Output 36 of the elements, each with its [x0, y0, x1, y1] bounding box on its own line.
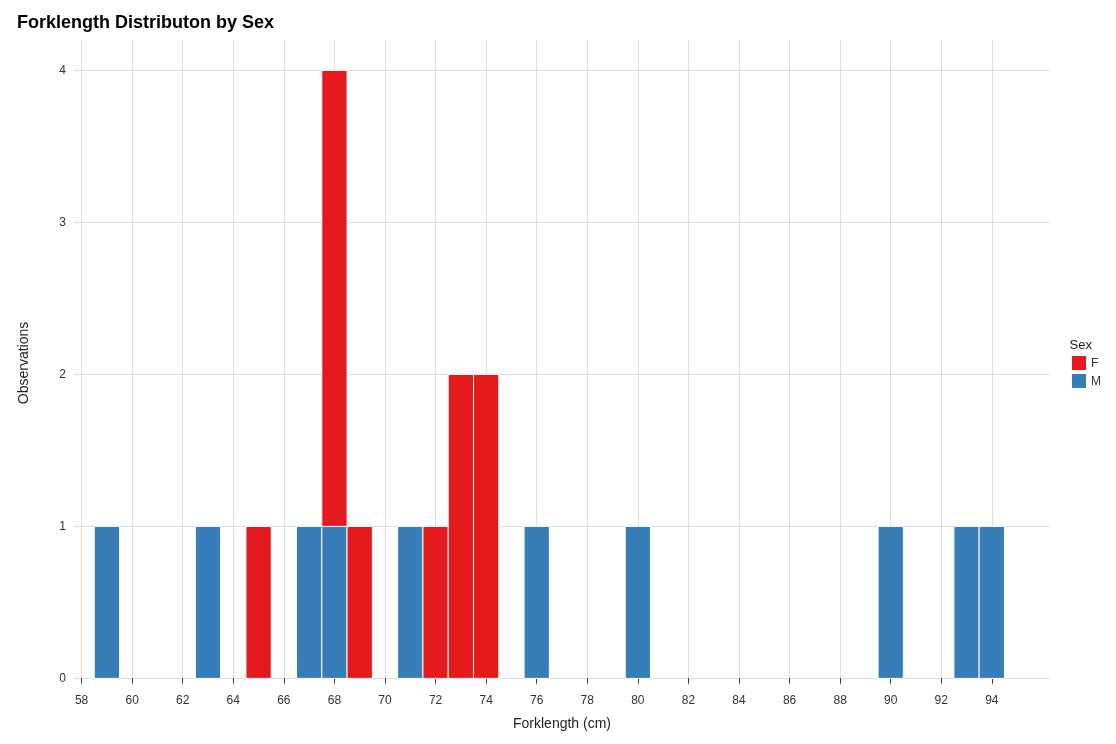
x-tick-label: 80 — [631, 693, 645, 707]
bar — [877, 525, 904, 679]
bar — [93, 525, 121, 679]
x-tick-label: 68 — [327, 693, 342, 707]
x-tick-label: 58 — [74, 693, 89, 707]
bar — [523, 525, 550, 679]
legend-title: Sex — [1069, 337, 1093, 352]
x-tick-label: 72 — [428, 693, 443, 707]
x-tick-label: 78 — [580, 693, 595, 707]
x-tick-label: 64 — [226, 693, 241, 707]
x-tick-label: 62 — [176, 693, 190, 707]
x-tick-label: 86 — [782, 693, 797, 707]
chart-title: Forklength Distributon by Sex — [17, 12, 275, 32]
x-tick-label: 82 — [681, 693, 696, 707]
x-tick-label: 84 — [732, 693, 746, 707]
x-tick-label: 88 — [833, 693, 848, 707]
x-tick-label: 90 — [884, 693, 898, 707]
legend-label: F — [1091, 356, 1099, 370]
x-tick-label: 70 — [378, 693, 392, 707]
x-tick-label: 92 — [934, 693, 949, 707]
y-axis-title: Observations — [15, 321, 31, 405]
y-tick-label: 0 — [59, 671, 67, 686]
x-axis-title: Forklength (cm) — [512, 715, 612, 731]
bar — [624, 525, 651, 679]
x-tick-label: 74 — [479, 693, 494, 707]
y-tick-label: 1 — [59, 519, 67, 534]
x-tick-label: 76 — [530, 693, 544, 707]
y-tick-label: 4 — [59, 63, 67, 78]
x-tick-label: 60 — [125, 693, 140, 707]
bar — [194, 525, 222, 679]
y-tick-label: 3 — [59, 215, 67, 230]
legend-label: M — [1091, 374, 1101, 388]
x-tick-label: 94 — [985, 693, 999, 707]
y-tick-label: 2 — [59, 367, 67, 382]
x-tick-label: 66 — [277, 693, 291, 707]
bar — [245, 525, 272, 679]
